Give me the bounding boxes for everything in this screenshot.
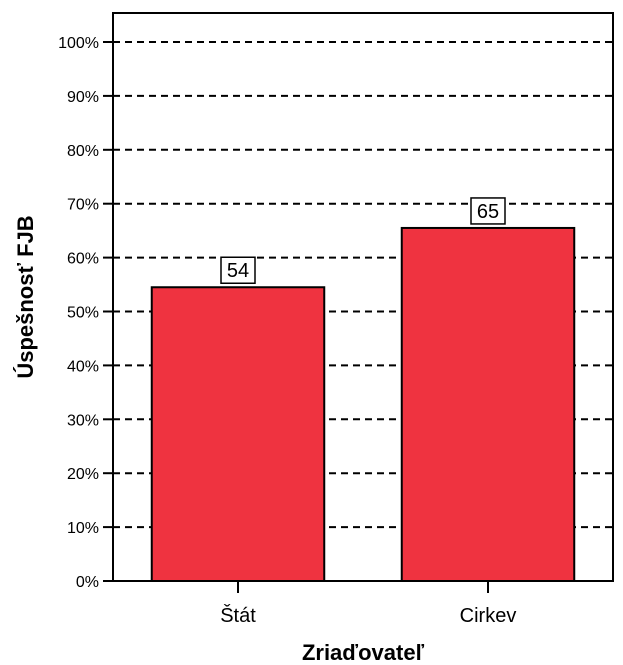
y-axis-ticks: 0% 10% 20% 30% 40% 50% 60% 70% 80% 90% 100% — [58, 35, 113, 591]
y-tick-label: 30% — [67, 412, 99, 429]
x-tick-label: Štát — [220, 604, 256, 627]
y-tick-label: 70% — [67, 197, 99, 214]
x-axis-title: Zriaďovateľ — [302, 640, 425, 665]
y-tick-label: 80% — [67, 143, 99, 160]
y-tick-label: 40% — [67, 358, 99, 375]
y-tick-label: 50% — [67, 305, 99, 322]
x-axis-ticks: Štát Cirkev — [220, 581, 516, 627]
y-axis-title: Úspešnosť FJB — [13, 215, 38, 378]
y-tick-label: 0% — [76, 574, 99, 591]
data-label-box — [220, 256, 256, 284]
x-tick-label: Cirkev — [460, 605, 517, 627]
data-labels: 54 65 — [220, 197, 506, 284]
bar — [400, 226, 576, 583]
bars — [150, 226, 576, 583]
y-tick-label: 100% — [58, 35, 99, 52]
y-tick-label: 90% — [67, 89, 99, 106]
y-tick-label: 10% — [67, 520, 99, 537]
data-label: 54 — [227, 260, 249, 282]
plot-frame — [112, 12, 614, 582]
bar — [150, 286, 326, 582]
y-tick-label: 20% — [67, 466, 99, 483]
data-label-box — [470, 197, 506, 225]
y-tick-label: 60% — [67, 251, 99, 268]
data-label: 65 — [477, 201, 499, 223]
